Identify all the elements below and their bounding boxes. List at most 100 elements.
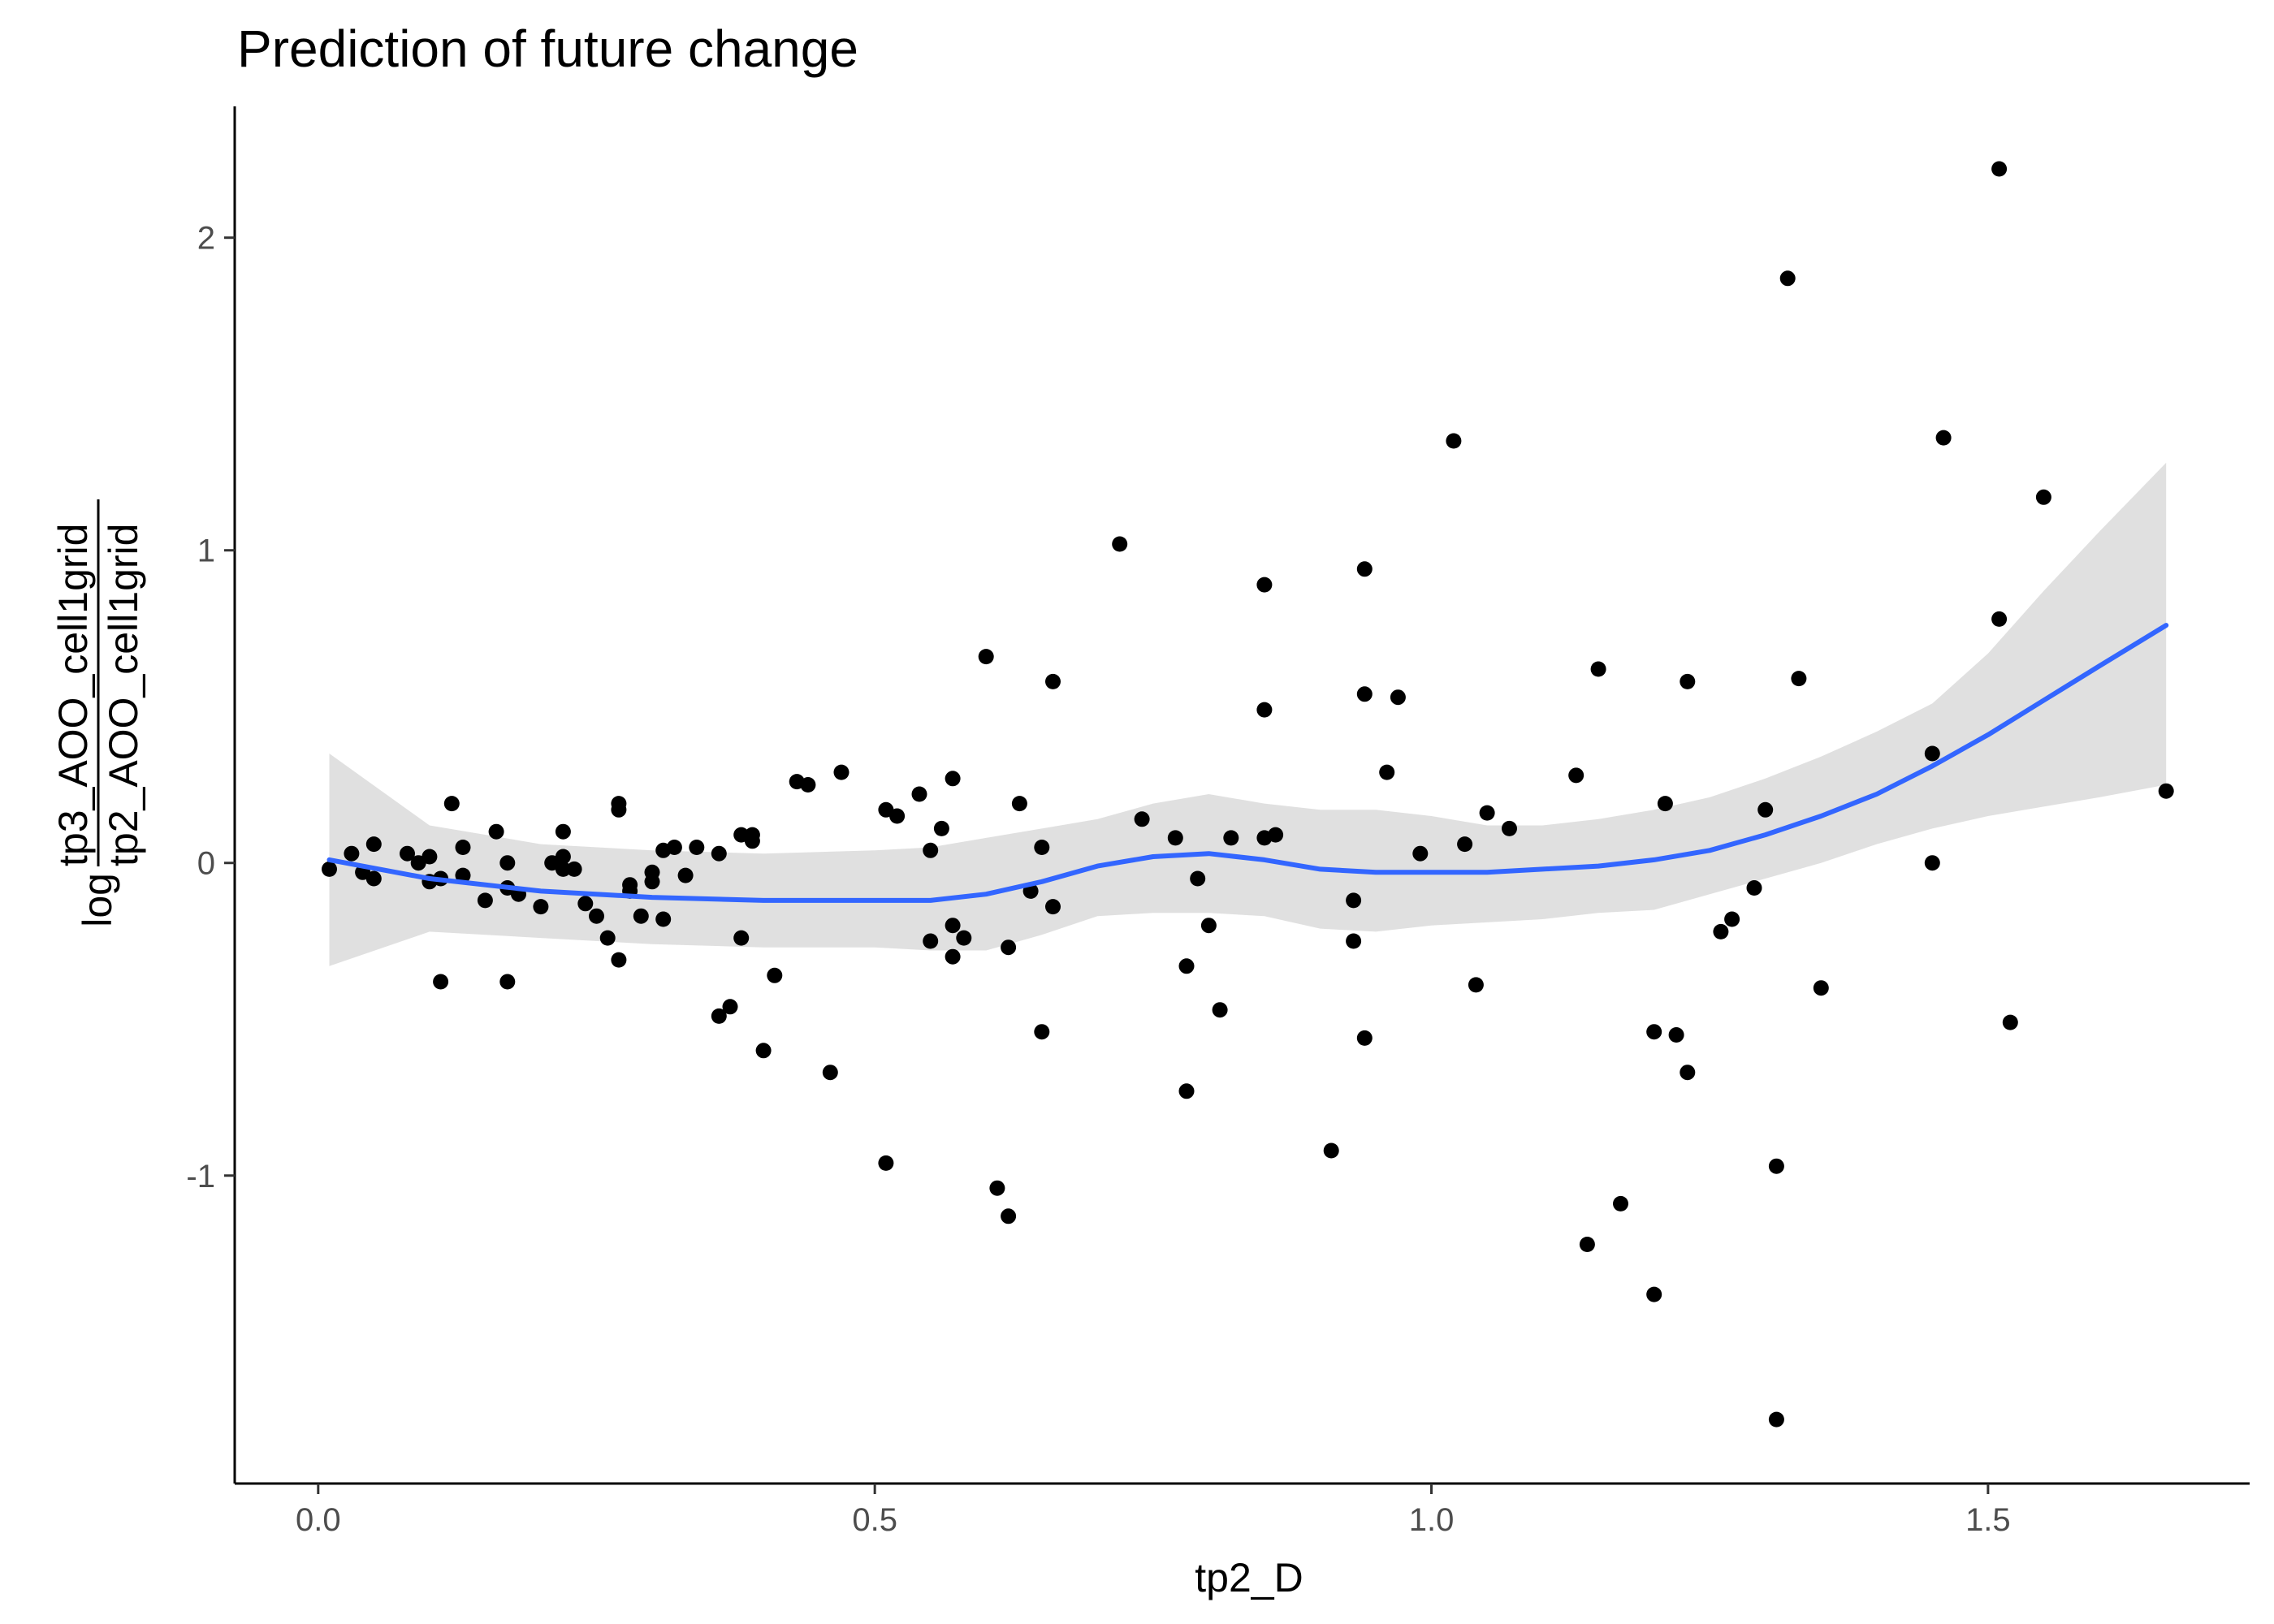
data-point bbox=[1256, 702, 1273, 718]
data-point bbox=[577, 896, 594, 912]
data-point bbox=[978, 649, 994, 665]
data-point bbox=[1223, 830, 1239, 846]
data-point bbox=[344, 845, 360, 862]
data-point bbox=[499, 855, 516, 871]
data-point bbox=[433, 974, 449, 990]
data-point bbox=[833, 764, 850, 780]
data-point bbox=[422, 849, 438, 865]
data-point bbox=[800, 777, 816, 793]
data-point bbox=[1924, 745, 1940, 762]
data-point bbox=[755, 1043, 772, 1059]
data-point bbox=[1646, 1286, 1662, 1302]
data-point bbox=[488, 823, 504, 840]
data-point bbox=[1379, 764, 1395, 780]
data-point bbox=[1045, 673, 1061, 689]
data-point bbox=[1502, 820, 1517, 836]
data-point bbox=[1190, 870, 1206, 887]
data-point bbox=[1457, 836, 1473, 853]
data-point bbox=[1134, 811, 1150, 827]
data-point bbox=[689, 840, 705, 855]
data-point bbox=[533, 899, 549, 915]
data-point bbox=[1646, 1024, 1662, 1040]
data-point bbox=[1112, 536, 1128, 552]
data-point bbox=[1323, 1142, 1339, 1159]
data-point bbox=[1479, 805, 1495, 821]
data-point bbox=[555, 849, 571, 865]
data-point bbox=[1346, 933, 1362, 949]
data-point bbox=[677, 867, 694, 883]
data-point bbox=[956, 930, 972, 946]
data-point bbox=[1757, 801, 1774, 818]
data-point bbox=[555, 861, 571, 877]
y-axis-title-log: log bbox=[75, 873, 120, 927]
data-point bbox=[1657, 796, 1673, 812]
data-point bbox=[611, 952, 627, 968]
x-axis-ticks: 0.0 0.5 1.0 1.5 bbox=[296, 1484, 2011, 1538]
data-point bbox=[1268, 827, 1284, 843]
y-axis-ticks: -1 0 1 2 bbox=[186, 221, 235, 1194]
data-point bbox=[1768, 1158, 1784, 1174]
y-tick-label: -1 bbox=[186, 1159, 215, 1194]
data-point bbox=[2158, 783, 2174, 799]
data-point bbox=[923, 933, 939, 949]
data-point bbox=[733, 930, 750, 946]
data-point bbox=[1045, 899, 1061, 915]
data-point bbox=[2035, 489, 2051, 505]
x-tick-label: 1.0 bbox=[1409, 1502, 1455, 1538]
data-point bbox=[1680, 673, 1696, 689]
data-point bbox=[744, 827, 760, 843]
data-point bbox=[767, 967, 783, 983]
data-point bbox=[989, 1180, 1005, 1196]
y-axis-title: log tp3_AOO_cell1grid tp2_AOO_cell1grid bbox=[50, 499, 146, 927]
data-point bbox=[566, 861, 582, 877]
data-point bbox=[1813, 980, 1829, 996]
data-point bbox=[622, 877, 638, 893]
data-point bbox=[878, 1155, 894, 1171]
y-axis-title-denominator: tp2_AOO_cell1grid bbox=[101, 524, 146, 866]
data-point bbox=[711, 845, 727, 862]
data-point bbox=[499, 974, 516, 990]
y-tick-label: 0 bbox=[197, 846, 215, 882]
data-point bbox=[1935, 430, 1952, 446]
x-axis-title: tp2_D bbox=[1195, 1555, 1303, 1600]
data-point bbox=[945, 918, 961, 934]
data-point bbox=[644, 864, 660, 880]
data-point bbox=[1768, 1411, 1784, 1427]
smooth-line bbox=[326, 623, 2169, 903]
x-tick-label: 1.5 bbox=[1965, 1502, 2011, 1538]
data-point bbox=[1356, 1030, 1373, 1046]
data-point bbox=[1446, 433, 1462, 449]
data-point bbox=[655, 911, 672, 927]
data-point bbox=[1568, 767, 1584, 784]
data-point bbox=[2002, 1014, 2018, 1030]
data-point bbox=[555, 823, 571, 840]
data-point bbox=[911, 786, 927, 802]
data-point bbox=[1724, 911, 1740, 927]
data-point bbox=[945, 948, 961, 965]
confidence-band bbox=[329, 462, 2167, 966]
data-point bbox=[1668, 1027, 1684, 1043]
plot-area bbox=[322, 161, 2174, 1427]
data-point bbox=[1034, 840, 1050, 855]
data-point bbox=[933, 820, 949, 836]
data-point bbox=[1212, 1002, 1228, 1018]
data-point bbox=[322, 861, 337, 877]
data-point bbox=[477, 892, 493, 909]
data-point bbox=[1001, 1208, 1017, 1224]
data-point bbox=[722, 999, 738, 1015]
data-point bbox=[589, 908, 604, 924]
data-point bbox=[666, 840, 682, 855]
data-point bbox=[1200, 918, 1217, 934]
data-point bbox=[365, 870, 382, 887]
data-point bbox=[611, 796, 627, 812]
data-point bbox=[1791, 671, 1807, 687]
data-point bbox=[633, 908, 649, 924]
data-point bbox=[889, 808, 906, 824]
data-point bbox=[1412, 845, 1429, 862]
data-point bbox=[1924, 855, 1940, 871]
data-point bbox=[1034, 1024, 1050, 1040]
data-point bbox=[1680, 1065, 1696, 1081]
data-point bbox=[455, 867, 471, 883]
data-point bbox=[822, 1065, 838, 1081]
